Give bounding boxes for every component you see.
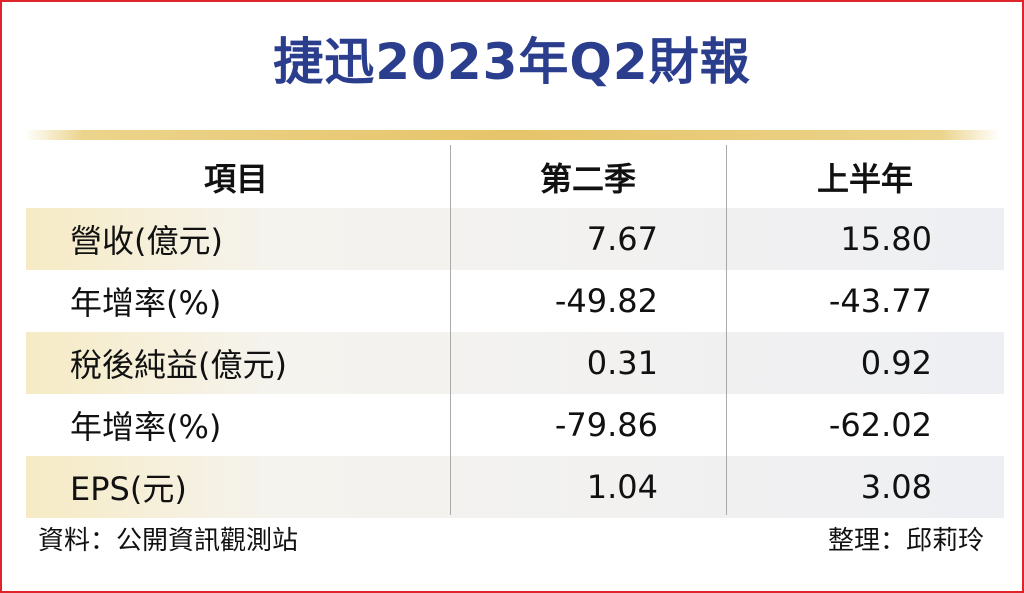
header-item: 項目	[203, 159, 268, 198]
header-q2: 第二季	[539, 159, 636, 198]
row-q2-value: 0.31	[586, 344, 658, 382]
table-row: 營收(億元) 7.67 15.80	[26, 208, 1004, 270]
row-h1-value: -43.77	[828, 282, 932, 320]
row-q2-value: -49.82	[554, 282, 658, 320]
table-row: 年增率(%) -79.86 -62.02	[26, 394, 1004, 456]
row-h1-value: -62.02	[828, 406, 932, 444]
table-row: 稅後純益(億元) 0.31 0.92	[26, 332, 1004, 394]
table-header-row: 項目 第二季 上半年	[26, 145, 1004, 208]
column-divider	[450, 145, 451, 515]
financial-table: 項目 第二季 上半年 營收(億元) 7.67 15.80 年增率(%) -49.…	[26, 145, 1004, 518]
row-label: 營收(億元)	[70, 222, 223, 260]
row-h1-value: 3.08	[860, 468, 932, 506]
header-h1: 上半年	[816, 159, 913, 198]
row-label: 年增率(%)	[70, 284, 222, 322]
row-label: 年增率(%)	[70, 408, 222, 446]
page-title: 捷迅2023年Q2財報	[273, 33, 751, 91]
table-row: 年增率(%) -49.82 -43.77	[26, 270, 1004, 332]
row-q2-value: -79.86	[554, 406, 658, 444]
row-h1-value: 15.80	[840, 220, 932, 258]
row-q2-value: 1.04	[586, 468, 658, 506]
row-label: 稅後純益(億元)	[70, 346, 287, 384]
column-divider	[726, 145, 727, 515]
compiled-by-note: 整理：邱莉玲	[827, 526, 984, 556]
row-q2-value: 7.67	[586, 220, 658, 258]
row-label: EPS(元)	[70, 470, 187, 508]
source-note: 資料：公開資訊觀測站	[38, 526, 299, 556]
row-h1-value: 0.92	[860, 344, 932, 382]
table-row: EPS(元) 1.04 3.08	[26, 456, 1004, 518]
title-divider	[24, 130, 1000, 140]
